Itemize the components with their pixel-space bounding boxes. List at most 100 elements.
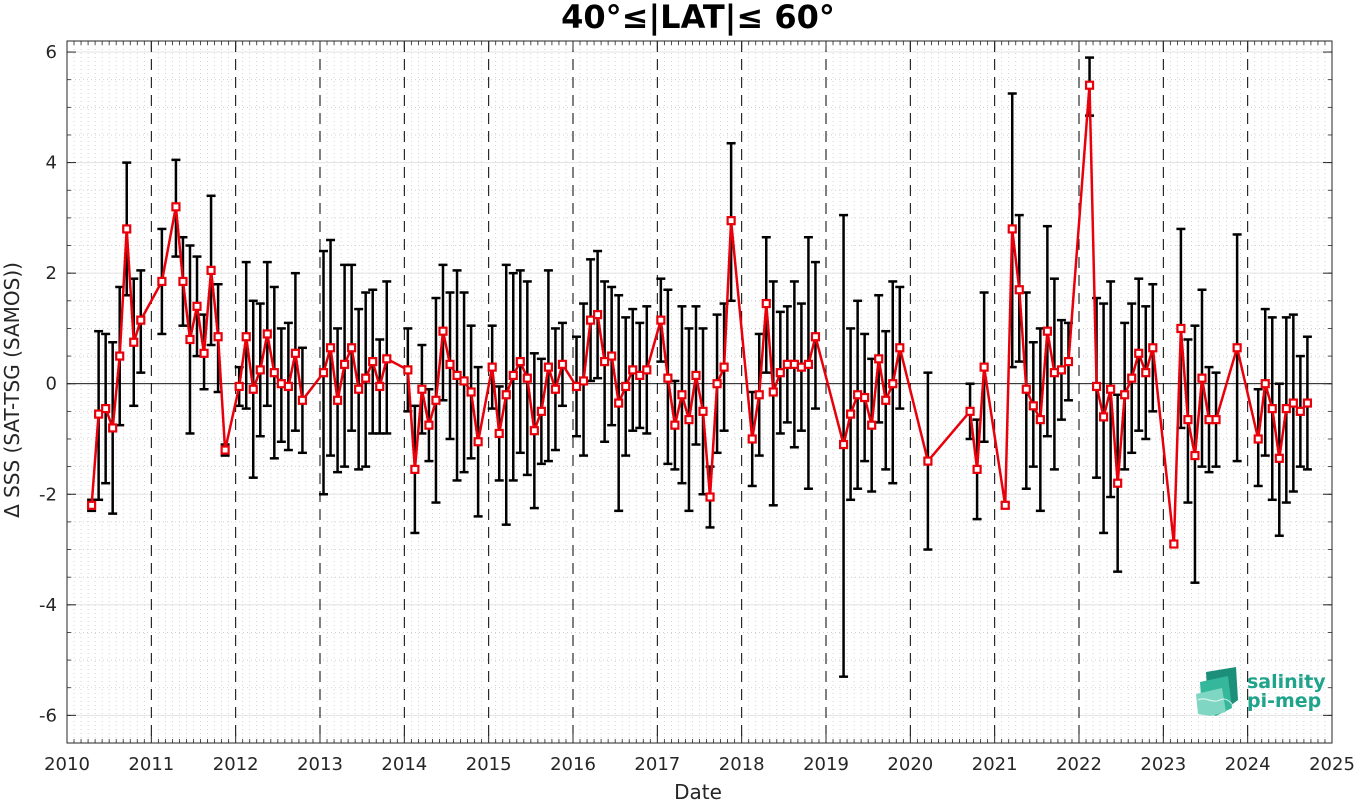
data-point-marker (600, 356, 610, 367)
data-point-marker (895, 343, 905, 353)
data-point-marker (607, 351, 617, 361)
data-point-marker (213, 332, 223, 342)
data-point-marker (424, 420, 434, 430)
data-point-marker (1260, 379, 1270, 389)
data-point-marker (1000, 500, 1010, 510)
data-point-marker (712, 379, 722, 389)
data-point-marker (445, 359, 455, 369)
data-point-marker (487, 362, 497, 372)
data-point-marker (417, 384, 427, 394)
data-point-marker (1127, 373, 1137, 383)
data-point-marker (754, 390, 764, 400)
data-point-marker (1106, 384, 1116, 394)
data-point-marker (347, 343, 357, 353)
data-point-marker (339, 359, 350, 369)
y-tick-label: -4 (39, 595, 57, 616)
data-point-marker (1021, 384, 1031, 394)
x-tick-label: 2015 (466, 754, 512, 775)
data-point-marker (698, 406, 708, 416)
data-point-marker (297, 395, 308, 405)
data-point-marker (923, 456, 933, 466)
data-point-marker (571, 381, 582, 392)
data-point-marker (965, 406, 975, 416)
data-point-marker (1113, 478, 1123, 488)
data-point-marker (108, 423, 118, 433)
data-point-marker (1253, 434, 1263, 444)
data-point-marker (86, 500, 97, 510)
y-tick-labels: -6 -4 -2 0 2 4 6 (39, 42, 57, 726)
data-point-marker (642, 365, 652, 375)
data-point-marker (192, 301, 202, 311)
data-point-marker (1190, 450, 1200, 461)
data-point-marker (838, 439, 849, 450)
data-point-marker (332, 395, 343, 405)
data-point-marker (543, 362, 554, 372)
data-point-marker (410, 464, 420, 474)
data-point-marker (522, 373, 532, 383)
data-point-marker (845, 409, 856, 419)
data-point-marker (1169, 539, 1179, 549)
data-point-marker (255, 365, 265, 375)
data-point-marker (515, 356, 525, 367)
data-point-marker (1183, 415, 1193, 425)
chart-title: 40°≤|LAT|≤ 60° (561, 0, 835, 37)
x-tick-label: 2010 (44, 754, 90, 775)
data-point-marker (1141, 368, 1151, 378)
data-point-marker (1148, 343, 1158, 353)
data-point-marker (269, 368, 279, 378)
data-point-marker (1197, 373, 1207, 383)
data-point-marker (206, 265, 216, 275)
data-point-marker (1302, 398, 1313, 408)
data-point-marker (614, 398, 624, 408)
data-point-marker (1267, 403, 1277, 414)
x-tick-label: 2022 (1056, 754, 1102, 775)
data-point-marker (1056, 365, 1067, 375)
data-point-marker (592, 310, 603, 320)
data-point-marker (585, 315, 596, 325)
y-tick-label: -6 (39, 705, 57, 726)
data-point-marker (94, 409, 104, 419)
data-point-marker (621, 381, 631, 392)
x-tick-label: 2018 (719, 754, 765, 775)
data-point-marker (101, 403, 111, 414)
data-point-marker (747, 434, 757, 444)
logo-line1: salinity (1247, 671, 1326, 693)
data-point-marker (1134, 348, 1144, 358)
data-point-marker (501, 390, 511, 400)
data-point-marker (178, 276, 188, 287)
data-point-marker (1063, 356, 1074, 367)
data-point-marker (157, 276, 167, 287)
data-point-marker (1091, 381, 1102, 392)
data-point-marker (536, 406, 546, 416)
data-point-marker (529, 426, 539, 436)
data-point-marker (768, 387, 778, 397)
data-point-marker (810, 332, 821, 342)
data-point-marker (775, 368, 785, 378)
data-point-marker (122, 224, 132, 234)
x-tick-label: 2011 (128, 754, 174, 775)
data-point-marker (1176, 323, 1186, 334)
x-tick-label: 2020 (887, 754, 933, 775)
data-point-marker (262, 329, 272, 339)
data-point-marker (508, 370, 518, 381)
data-point-marker (1042, 326, 1052, 336)
data-point-marker (438, 326, 448, 336)
data-point-marker (691, 370, 701, 381)
data-point-marker (248, 384, 258, 394)
data-point-marker (1014, 285, 1024, 295)
data-point-marker (1120, 390, 1130, 400)
x-tick-label: 2017 (634, 754, 680, 775)
data-point-marker (473, 437, 483, 447)
data-point-marker (888, 379, 898, 389)
data-point-marker (290, 348, 301, 358)
data-point-marker (375, 381, 385, 392)
data-point-marker (867, 420, 877, 430)
data-point-marker (115, 351, 125, 361)
x-tick-label: 2019 (803, 754, 849, 775)
data-point-marker (382, 354, 392, 364)
x-tick-label: 2014 (381, 754, 427, 775)
data-point-marker (1281, 403, 1291, 414)
data-point-marker (670, 420, 680, 430)
data-point-marker (557, 359, 568, 369)
y-tick-label: 6 (46, 42, 57, 63)
